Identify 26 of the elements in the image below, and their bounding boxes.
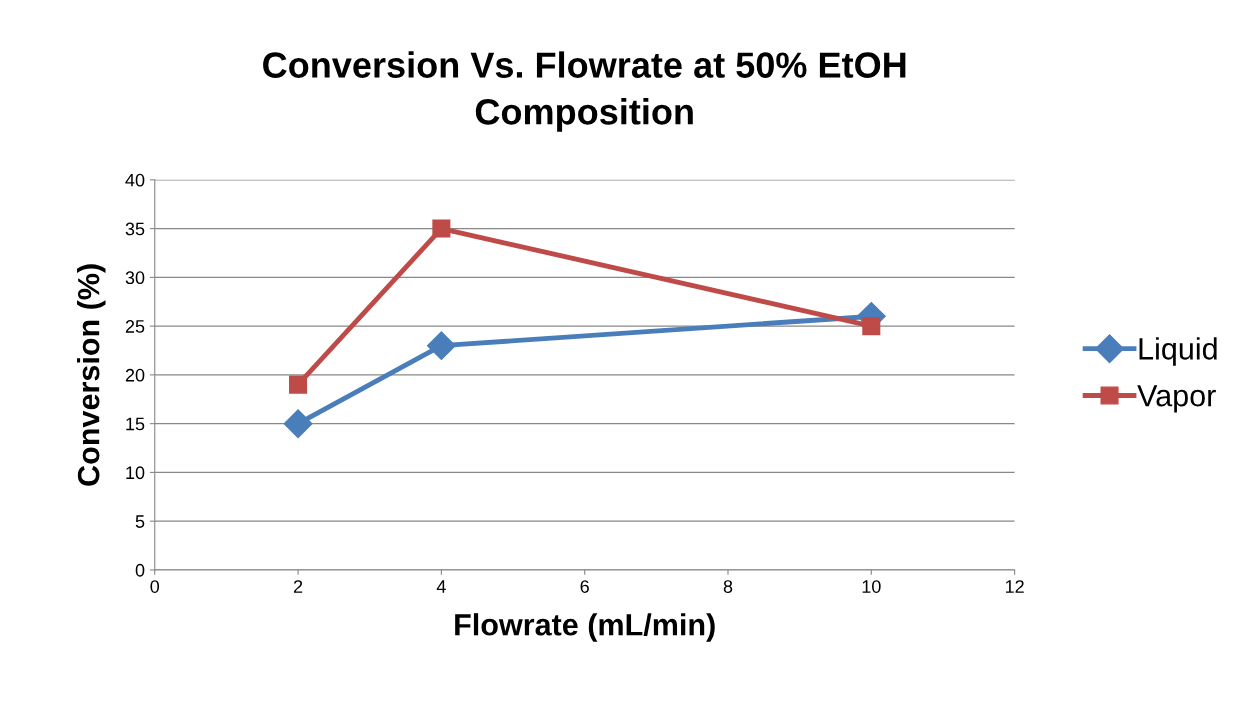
point [283, 409, 313, 439]
y-tick-label: 40 [125, 173, 145, 187]
point [289, 375, 308, 394]
x-tick-label: 8 [723, 580, 733, 593]
x-tick-label: 2 [293, 580, 303, 593]
point [426, 331, 456, 361]
point [862, 317, 881, 336]
y-axis-title: Conversion (%) [77, 264, 106, 486]
legend-label: Liquid [1139, 337, 1217, 366]
x-tick-label: 10 [862, 580, 881, 593]
x-axis-title: Flowrate (mL/min) [455, 613, 715, 642]
x-tick-label: 6 [580, 580, 589, 593]
x-tick-label: 0 [150, 580, 160, 593]
y-tick-label: 0 [135, 563, 145, 577]
y-tick-label: 20 [125, 368, 145, 382]
legend-label: Vapor [1137, 385, 1216, 413]
point [432, 219, 451, 238]
y-tick-label: 5 [135, 515, 145, 528]
x-tick-label: 4 [436, 580, 446, 593]
y-tick-label: 10 [126, 466, 145, 480]
y-tick-label: 30 [125, 271, 145, 285]
y-tick-label: 35 [125, 222, 145, 236]
y-tick-label: 15 [126, 417, 145, 431]
y-tick-label: 25 [125, 320, 145, 333]
chart-title: Conversion Vs. Flowrate at 50% EtOH Composition [263, 51, 906, 132]
x-tick-label: 12 [1005, 580, 1024, 593]
